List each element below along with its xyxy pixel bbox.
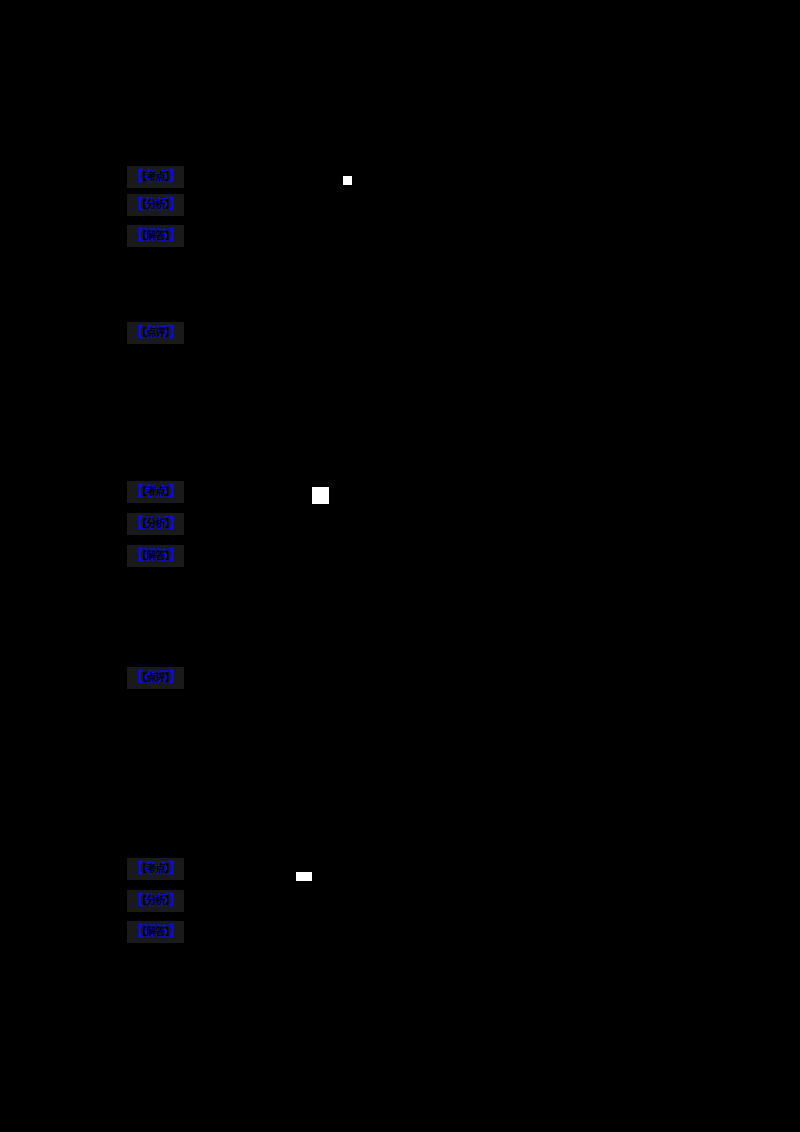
problem-2-solution-label-text: 【解答】 [129,548,183,564]
problem-3-solution-label-text: 【解答】 [129,924,183,940]
problem-1-review-label-text: 【点评】 [129,325,183,341]
problem-2-keypoints-label[interactable]: 【考点】 【考点】 [127,481,184,503]
problem-3-keypoints-label-text: 【考点】 [129,861,183,877]
problem-2-keypoints-label-ink-overlay: 【考点】 [136,486,175,498]
problem-1-solution-label-ink-overlay: 【解答】 [136,230,175,242]
problem-2-solution-label[interactable]: 【解答】 【解答】 [127,545,184,567]
problem-3-solution-label-ink-overlay: 【解答】 [136,926,175,938]
problem-3-analysis-label-ink-overlay: 【分析】 [136,895,175,907]
problem-1-review-label-ink-overlay: 【点评】 [136,327,175,339]
problem-2-review-label[interactable]: 【点评】 【点评】 [127,667,184,689]
problem-1-solution-label[interactable]: 【解答】 【解答】 [127,225,184,247]
problem-3-keypoints-label-ink-overlay: 【考点】 [136,863,175,875]
problem-1-analysis-label-ink-overlay: 【分析】 [136,199,175,211]
problem-1-solution-label-text: 【解答】 [129,228,183,244]
problem-1-inline-image-placeholder [343,176,352,185]
problem-2-review-label-text: 【点评】 [129,670,183,686]
problem-1-keypoints-label[interactable]: 【考点】 【考点】 [127,166,184,188]
problem-2-analysis-label-ink-overlay: 【分析】 [136,518,175,530]
problem-1-analysis-label[interactable]: 【分析】 【分析】 [127,194,184,216]
problem-2-review-label-ink-overlay: 【点评】 [136,672,175,684]
problem-2-analysis-label[interactable]: 【分析】 【分析】 [127,513,184,535]
problem-1-analysis-label-text: 【分析】 [129,197,183,213]
problem-2-analysis-label-text: 【分析】 [129,516,183,532]
problem-1-review-label[interactable]: 【点评】 【点评】 [127,322,184,344]
problem-3-keypoints-label[interactable]: 【考点】 【考点】 [127,858,184,880]
problem-2-keypoints-label-text: 【考点】 [129,484,183,500]
problem-1-keypoints-label-ink-overlay: 【考点】 [136,171,175,183]
problem-3-solution-label[interactable]: 【解答】 【解答】 [127,921,184,943]
problem-3-analysis-label-text: 【分析】 [129,893,183,909]
problem-3-analysis-label[interactable]: 【分析】 【分析】 [127,890,184,912]
problem-2-inline-image-placeholder [312,487,329,504]
problem-3-inline-image-placeholder [296,872,312,881]
problem-2-solution-label-ink-overlay: 【解答】 [136,550,175,562]
problem-1-keypoints-label-text: 【考点】 [129,169,183,185]
